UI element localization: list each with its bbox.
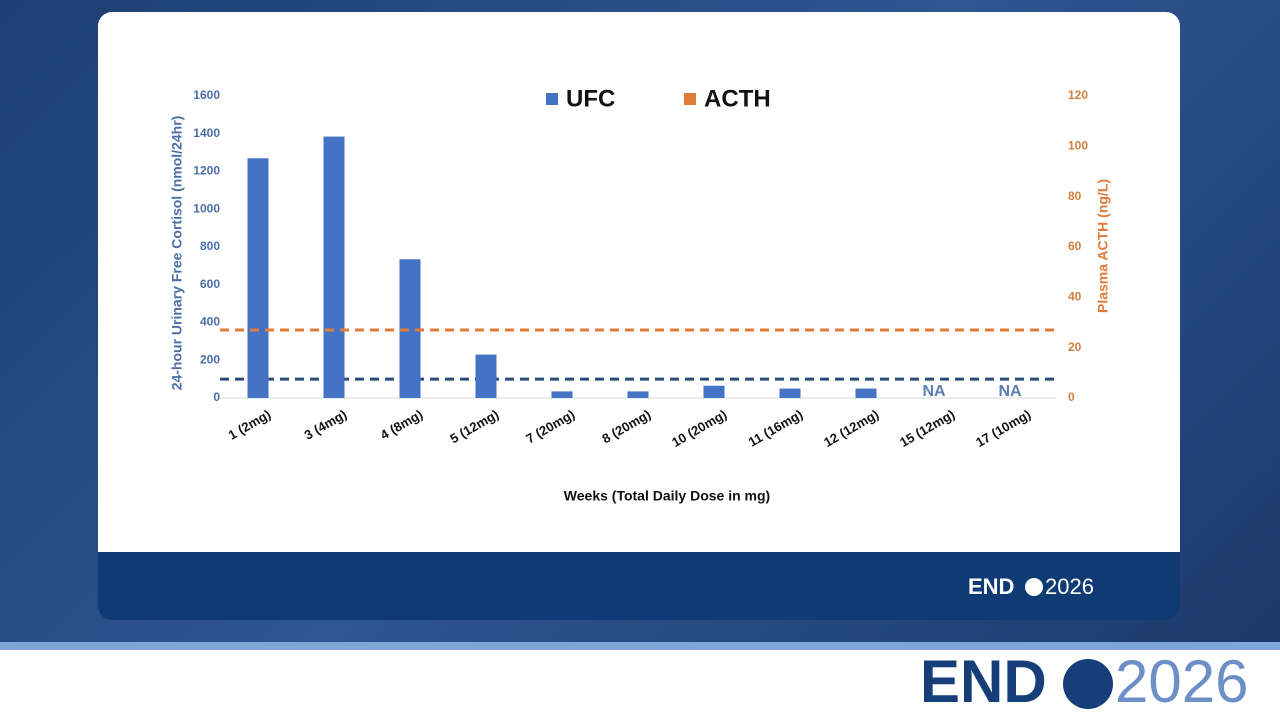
y2-tick-label: 60: [1068, 239, 1082, 253]
y-axis-title: 24-hour Urinary Free Cortisol (nmol/24hr…: [169, 116, 185, 391]
small-logo: END 2026: [968, 574, 1094, 599]
large-logo: END 2026: [920, 648, 1248, 715]
y-tick-label: 200: [200, 352, 220, 366]
logo-light: 2026: [1045, 574, 1094, 599]
value-label: NA: [922, 383, 946, 400]
y2-tick-label: 100: [1068, 139, 1088, 153]
bar: [855, 388, 877, 398]
bar: [627, 391, 649, 398]
bar: [247, 158, 269, 398]
chart-area: [98, 530, 1180, 552]
logo-globe: [1025, 578, 1043, 596]
legend-label: UFC: [566, 85, 615, 112]
y2-tick-label: 80: [1068, 189, 1082, 203]
y-tick-label: 0: [213, 390, 220, 404]
bar: [475, 354, 497, 398]
y2-tick-label: 120: [1068, 88, 1088, 102]
bar: [779, 388, 801, 398]
bar: [551, 391, 573, 398]
logo-globe: [1063, 659, 1113, 709]
bar: [399, 259, 421, 398]
y-tick-label: 600: [200, 277, 220, 291]
y2-tick-label: 40: [1068, 290, 1082, 304]
bar: [323, 136, 345, 399]
y-tick-label: 800: [200, 239, 220, 253]
y-tick-label: 400: [200, 315, 220, 329]
legend-label: ACTH: [704, 85, 771, 112]
y-tick-label: 1600: [193, 88, 220, 102]
x-axis-title: Weeks (Total Daily Dose in mg): [564, 488, 770, 504]
y2-axis-title: Plasma ACTH (ng/L): [1095, 179, 1111, 313]
logo-bold: END: [968, 574, 1014, 599]
stripe: [0, 642, 1280, 650]
legend-swatch: [546, 93, 558, 105]
y2-tick-label: 0: [1068, 390, 1075, 404]
chart-area: [98, 12, 1180, 552]
logo-bold: END: [920, 648, 1047, 715]
y-tick-label: 1200: [193, 164, 220, 178]
y2-tick-label: 20: [1068, 340, 1082, 354]
legend-swatch: [684, 93, 696, 105]
bar: [703, 385, 725, 398]
y-tick-label: 1400: [193, 126, 220, 140]
logo-light: 2026: [1115, 648, 1248, 715]
y-tick-label: 1000: [193, 201, 220, 215]
value-label: NA: [998, 383, 1022, 400]
